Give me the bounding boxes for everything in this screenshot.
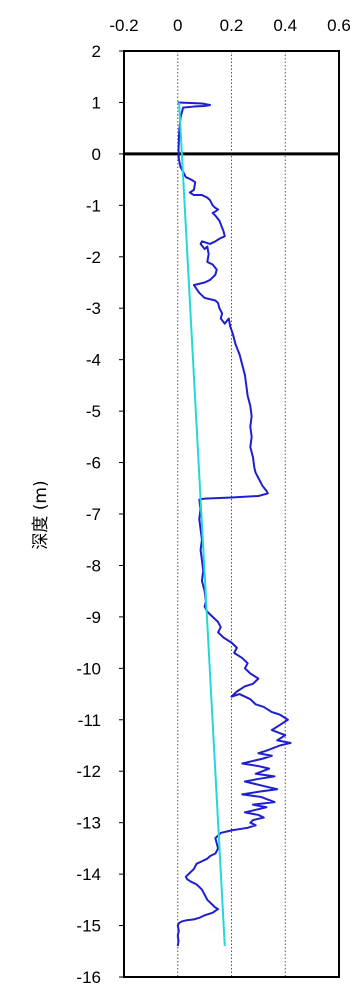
y-tick-label: -5 — [86, 402, 101, 421]
y-axis-tick-labels: 2 1 0 -1 -2 -3 -4 -5 -6 -7 -8 -9 -10 -11 -12 -13 -14 -15 -… — [76, 42, 124, 987]
grid-lines — [124, 51, 339, 977]
series-lines — [176, 101, 292, 947]
series-line-2 — [178, 102, 226, 947]
y-tick-label: -7 — [86, 505, 101, 524]
y-tick-label: -15 — [76, 917, 101, 936]
y-tick-label: -14 — [76, 865, 101, 884]
y-tick-label: -16 — [76, 968, 101, 987]
x-tick-label: -0.2 — [109, 16, 138, 35]
x-tick-label: 0 — [173, 16, 182, 35]
x-axis-tick-labels: -0.2 0 0.2 0.4 0.6 — [109, 16, 350, 35]
y-tick-label: -13 — [76, 814, 101, 833]
y-tick-label: -9 — [86, 608, 101, 627]
y-tick-label: 1 — [92, 93, 101, 112]
y-tick-label: -8 — [86, 556, 101, 575]
x-tick-label: 0.4 — [273, 16, 297, 35]
y-tick-label: -12 — [76, 762, 101, 781]
y-tick-label: -2 — [86, 248, 101, 267]
x-tick-label: 0.2 — [220, 16, 244, 35]
y-tick-label: -6 — [86, 454, 101, 473]
y-tick-label: -4 — [86, 351, 101, 370]
y-tick-label: -3 — [86, 299, 101, 318]
y-tick-label: 0 — [92, 145, 101, 164]
x-tick-label: 0.6 — [327, 16, 351, 35]
y-tick-label: -10 — [76, 659, 101, 678]
y-tick-label: 2 — [92, 42, 101, 61]
y-tick-label: -11 — [78, 711, 101, 730]
series-line-1 — [176, 101, 292, 947]
y-tick-label: -1 — [86, 196, 101, 215]
y-axis-title: 深度 (m) — [31, 480, 51, 549]
